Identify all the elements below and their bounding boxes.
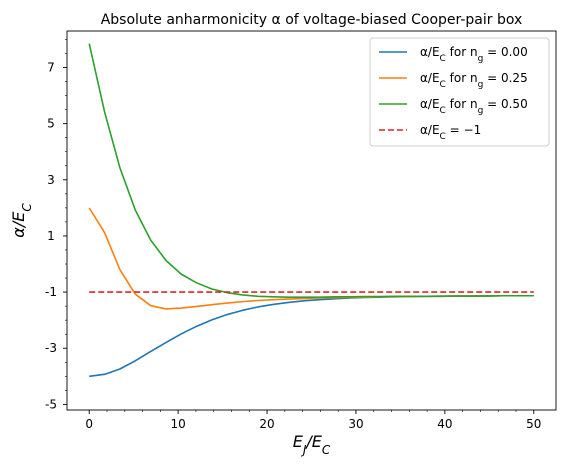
legend-label-1: α/EC for ng = 0.00: [420, 45, 528, 64]
y-tick-label: 3: [47, 173, 55, 187]
y-axis-label: α/EC: [9, 203, 34, 238]
y-tick-label: -5: [45, 397, 57, 411]
x-tick-label: 20: [259, 417, 274, 431]
y-tick-label: 5: [47, 117, 55, 131]
legend-label-3: α/EC for ng = 0.50: [420, 97, 528, 116]
x-tick-label: 0: [85, 417, 93, 431]
x-axis-ticks: 0 10 20 30 40 50: [85, 410, 541, 431]
series-line-1: [89, 294, 534, 378]
y-tick-label: -3: [45, 341, 57, 355]
legend: α/EC for ng = 0.00 α/EC for ng = 0.25 α/EC…: [369, 37, 550, 147]
series-line-3: [88, 43, 534, 298]
x-tick-label: 10: [170, 417, 185, 431]
y-tick-label: 7: [47, 60, 55, 74]
x-axis-label: EJ/EC: [293, 432, 331, 457]
legend-label-4: α/EC = −1: [420, 123, 481, 142]
legend-box: [369, 37, 550, 147]
y-tick-label: 1: [47, 229, 55, 243]
x-tick-label: 40: [437, 417, 452, 431]
y-axis-ticks: -5 -3 -1 1 3 5 7: [45, 39, 67, 411]
legend-label-2: α/EC for ng = 0.25: [420, 71, 528, 90]
x-tick-label: 30: [348, 417, 363, 431]
plot-frame: [66, 30, 557, 411]
y-tick-label: -1: [45, 285, 57, 299]
series-line-2: [88, 207, 534, 310]
x-tick-label: 50: [526, 417, 541, 431]
chart-title: Absolute anharmonicity α of voltage-bias…: [101, 12, 523, 28]
plot-area: [88, 43, 534, 378]
